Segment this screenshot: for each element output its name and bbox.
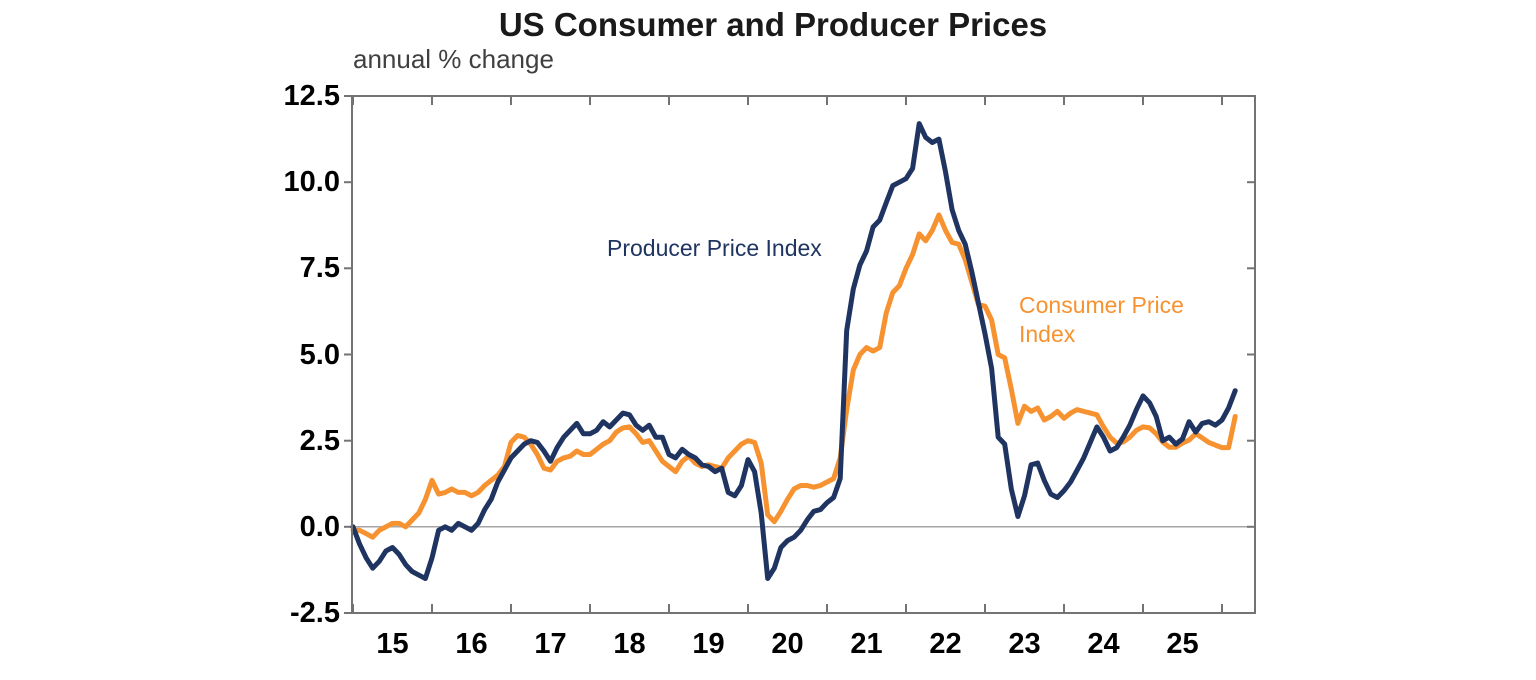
ppi-series-label: Producer Price Index	[607, 235, 822, 261]
y-axis-tick-label: 7.5	[299, 252, 340, 285]
y-axis-tick-label: 12.5	[283, 80, 340, 112]
x-axis-tick-label: 16	[455, 628, 488, 660]
x-axis-tick-label: 23	[1008, 628, 1041, 660]
y-axis-tick-label: -2.5	[290, 597, 340, 629]
x-axis-tick-label: 19	[692, 628, 725, 660]
x-axis-tick-label: 18	[613, 628, 646, 660]
x-axis-tick-label: 20	[771, 628, 804, 660]
x-axis-tick-label: 15	[376, 628, 409, 660]
y-axis-tick-label: 2.5	[299, 424, 340, 457]
x-axis-tick-label: 25	[1166, 628, 1199, 660]
y-axis-tick-label: 5.0	[299, 338, 340, 371]
x-axis-tick-label: 24	[1087, 628, 1120, 660]
cpi-line	[350, 212, 1238, 540]
y-axis-tick-label: 0.0	[299, 510, 340, 543]
x-axis-tick-label: 17	[534, 628, 567, 660]
ppi-line	[350, 121, 1238, 581]
x-axis-tick-label: 21	[850, 628, 883, 660]
x-axis-tick-label: 22	[929, 628, 962, 660]
chart-subtitle: annual % change	[353, 44, 554, 74]
chart-title: US Consumer and Producer Prices	[498, 6, 1048, 43]
cpi-series-label: Consumer Price Index	[1019, 292, 1184, 347]
plot-frame	[351, 95, 1256, 614]
y-axis-tick-label: 10.0	[283, 166, 340, 199]
